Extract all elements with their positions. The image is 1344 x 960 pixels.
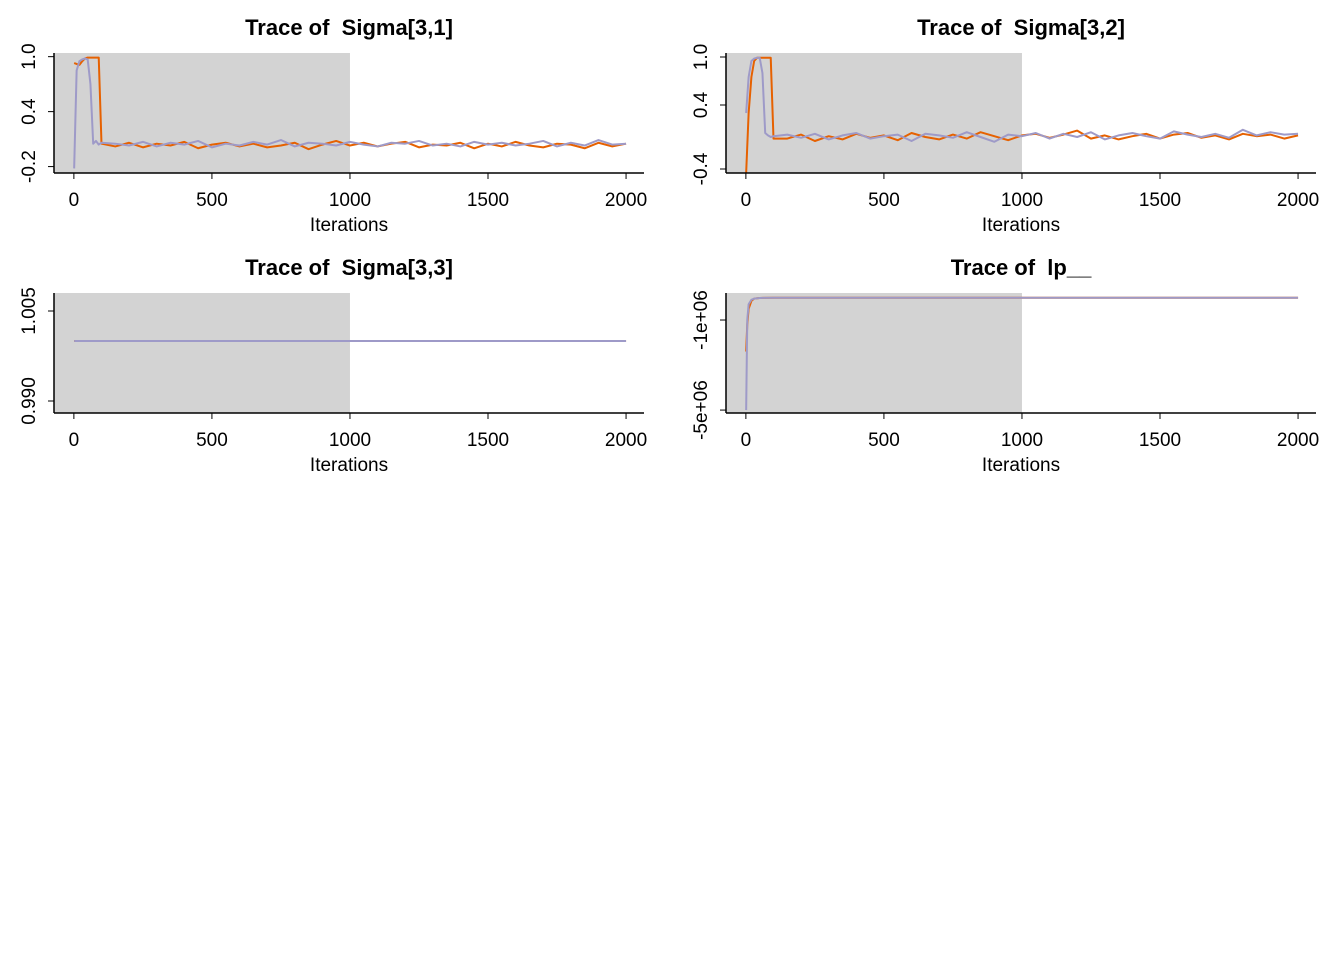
panel: Trace of Sigma[3,2] 0 500 1000 1500 2000 -0.4 0…	[691, 15, 1319, 236]
y-tick-label: 1.005	[19, 287, 40, 335]
panel-title: Trace of Sigma[3,1]	[245, 15, 453, 40]
y-tick-label: 0.4	[19, 98, 40, 125]
panel: Trace of Sigma[3,3] 0 500 1000 1500 2000 0.990…	[19, 255, 647, 476]
y-tick-label: -0.2	[19, 150, 40, 183]
x-tick-label: 1000	[329, 190, 371, 211]
y-tick-label: -0.4	[691, 152, 712, 185]
x-tick-label: 1500	[467, 190, 509, 211]
x-tick-label: 1000	[329, 430, 371, 451]
x-tick-label: 0	[69, 430, 80, 451]
x-axis-label: Iterations	[310, 215, 388, 236]
panel: Trace of Sigma[3,1] 0 500 1000 1500 2000 -0.2 0…	[19, 15, 647, 236]
x-tick-label: 1500	[1139, 190, 1181, 211]
x-tick-label: 2000	[605, 190, 647, 211]
trace-line	[745, 56, 1299, 174]
x-tick-label: 0	[741, 190, 752, 211]
x-axis-label: Iterations	[310, 455, 388, 476]
warmup-shade	[54, 53, 350, 173]
panel: Trace of lp__ 0 500 1000 1500 2000 -5e+06 -1e+0…	[691, 255, 1319, 476]
x-tick-label: 2000	[1277, 190, 1319, 211]
trace-line	[73, 57, 627, 169]
x-tick-label: 500	[196, 430, 228, 451]
warmup-shade	[54, 293, 350, 413]
x-axis-label: Iterations	[982, 455, 1060, 476]
x-tick-label: 1000	[1001, 190, 1043, 211]
trace-line	[73, 56, 627, 151]
x-tick-label: 2000	[605, 430, 647, 451]
warmup-shade	[726, 293, 1022, 413]
panel-title: Trace of Sigma[3,2]	[917, 15, 1125, 40]
x-axis-label: Iterations	[982, 215, 1060, 236]
warmup-shade	[726, 53, 1022, 173]
x-tick-label: 1500	[467, 430, 509, 451]
x-tick-label: 1000	[1001, 430, 1043, 451]
x-tick-label: 500	[868, 190, 900, 211]
x-tick-label: 2000	[1277, 430, 1319, 451]
panel-title: Trace of lp__	[951, 255, 1092, 280]
y-tick-label: -5e+06	[691, 380, 712, 440]
trace-line	[745, 56, 1299, 143]
y-tick-label: -1e+06	[691, 290, 712, 350]
x-tick-label: 500	[868, 430, 900, 451]
y-tick-label: 0.4	[691, 91, 712, 118]
panel-title: Trace of Sigma[3,3]	[245, 255, 453, 280]
x-tick-label: 0	[69, 190, 80, 211]
trace-line	[745, 296, 1299, 411]
y-tick-label: 1.0	[691, 44, 712, 70]
x-tick-label: 0	[741, 430, 752, 451]
x-tick-label: 500	[196, 190, 228, 211]
x-tick-label: 1500	[1139, 430, 1181, 451]
y-tick-label: 0.990	[19, 377, 40, 425]
y-tick-label: 1.0	[19, 43, 40, 69]
